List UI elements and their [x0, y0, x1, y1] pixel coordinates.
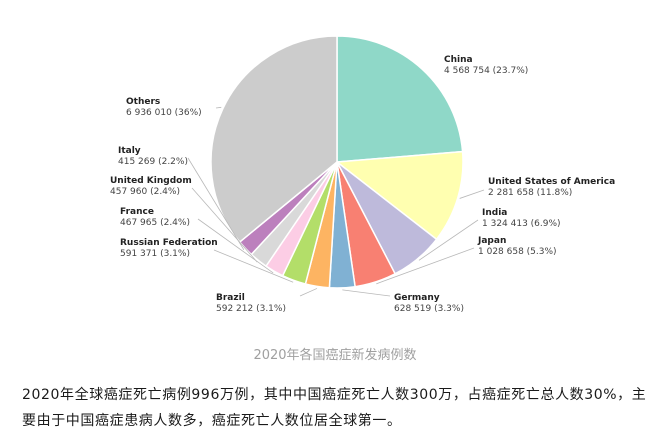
leader-line: [187, 157, 245, 250]
slice-label-name: Germany: [394, 293, 440, 303]
leader-line: [418, 219, 479, 261]
slice-label-value: 415 269 (2.2%): [118, 157, 188, 167]
slice-label-name: United States of America: [488, 177, 615, 187]
slice-label-name: Italy: [118, 146, 141, 156]
description-text: 2020年全球癌症死亡病例996万例，其中中国癌症死亡人数300万，占癌症死亡总…: [22, 387, 647, 429]
slice-label-name: Others: [126, 97, 160, 107]
slice-label-name: France: [120, 207, 154, 217]
slice-label-name: Japan: [477, 236, 506, 246]
leader-line: [342, 289, 391, 297]
leader-line: [197, 218, 274, 274]
slice-label-name: Russian Federation: [120, 238, 218, 248]
pie-chart: China 4 568 754 (23.7%) United States of A…: [110, 35, 615, 314]
slice-label-value: 1 324 413 (6.9%): [482, 219, 561, 229]
slice-label-name: United Kingdom: [110, 176, 192, 186]
pie-slice-united-states-of-america: [335, 150, 464, 241]
slice-label-name: India: [482, 208, 507, 218]
leader-line: [213, 249, 294, 283]
slice-label-value: 1 028 658 (5.3%): [478, 247, 557, 257]
slice-label-value: 6 936 010 (36%): [126, 108, 202, 118]
slice-label-name: China: [444, 55, 473, 65]
slice-label-value: 592 212 (3.1%): [216, 304, 286, 314]
slice-label-value: 457 960 (2.4%): [110, 187, 180, 197]
pie-slice-others: [210, 35, 338, 244]
slice-label-value: 591 371 (3.1%): [120, 249, 190, 259]
slice-label-value: 628 519 (3.3%): [394, 304, 464, 314]
slice-label-name: Brazil: [216, 293, 245, 303]
chart-title: 2020年各国癌症新发病例数: [253, 348, 417, 363]
slice-label-value: 2 281 658 (11.8%): [488, 188, 572, 198]
leader-line: [376, 247, 475, 285]
slice-label-value: 467 965 (2.4%): [120, 218, 190, 228]
leader-line: [215, 106, 222, 109]
leader-line: [191, 187, 258, 263]
pie-slice-china: [336, 35, 464, 163]
leader-line: [299, 288, 318, 297]
slice-label-value: 4 568 754 (23.7%): [444, 66, 528, 76]
leader-line: [459, 189, 485, 199]
